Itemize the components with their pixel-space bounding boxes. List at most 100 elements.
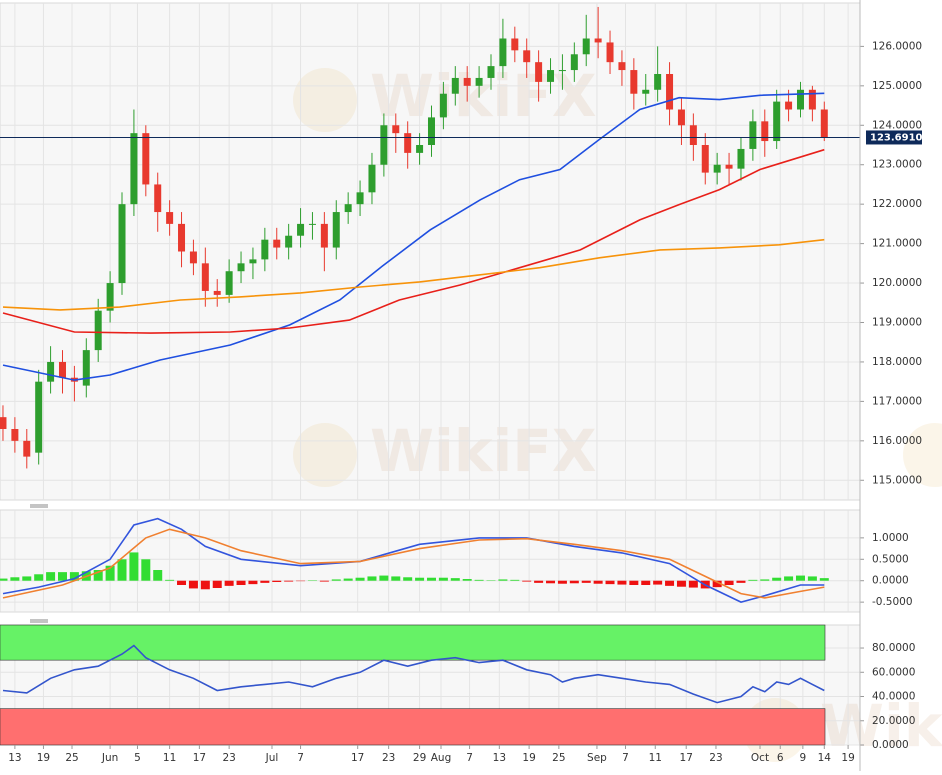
watermark-logo bbox=[293, 423, 357, 487]
candle-body bbox=[416, 145, 423, 153]
histogram-bar bbox=[320, 581, 329, 582]
candle-body bbox=[821, 110, 828, 138]
x-tick-label: 14 bbox=[818, 752, 832, 764]
histogram-bar bbox=[118, 559, 127, 580]
histogram-bar bbox=[808, 576, 817, 580]
histogram-bar bbox=[46, 572, 55, 581]
y-tick-label: -0.5000 bbox=[872, 596, 913, 608]
y-tick-label: 122.0000 bbox=[872, 198, 922, 210]
x-tick-label: 23 bbox=[382, 752, 395, 764]
histogram-bar bbox=[760, 579, 769, 580]
last-price-label: 123.6910 bbox=[870, 132, 923, 143]
histogram-bar bbox=[772, 578, 781, 581]
histogram-bar bbox=[451, 578, 460, 581]
x-tick-label: 6 bbox=[777, 752, 784, 764]
histogram-bar bbox=[582, 581, 591, 583]
candle-body bbox=[642, 90, 649, 94]
candle-body bbox=[249, 259, 256, 263]
y-tick-label: 117.0000 bbox=[872, 395, 922, 407]
y-tick-label: 115.0000 bbox=[872, 474, 922, 486]
candle-body bbox=[107, 283, 114, 311]
candle-body bbox=[142, 133, 149, 184]
histogram-bar bbox=[201, 581, 210, 590]
x-tick-label: 11 bbox=[649, 752, 662, 764]
candle-body bbox=[309, 224, 316, 225]
y-tick-label: 126.0000 bbox=[872, 40, 922, 52]
histogram-bar bbox=[153, 570, 162, 581]
histogram-bar bbox=[284, 581, 293, 582]
y-tick-label: 20.0000 bbox=[872, 715, 915, 727]
candle-body bbox=[166, 212, 173, 224]
histogram-bar bbox=[237, 581, 246, 585]
candle-body bbox=[785, 102, 792, 110]
x-tick-label: 17 bbox=[193, 752, 206, 764]
x-tick-label: 29 bbox=[413, 752, 426, 764]
histogram-bar bbox=[225, 581, 234, 586]
candle-body bbox=[618, 62, 625, 70]
y-tick-label: 121.0000 bbox=[872, 238, 922, 250]
candle-body bbox=[678, 110, 685, 126]
candle-body bbox=[297, 224, 304, 236]
candle-body bbox=[702, 145, 709, 173]
y-tick-label: 0.0000 bbox=[872, 739, 909, 751]
candle-body bbox=[440, 94, 447, 118]
candle-body bbox=[178, 224, 185, 252]
candle-body bbox=[583, 39, 590, 55]
histogram-bar bbox=[260, 581, 269, 583]
histogram-bar bbox=[391, 576, 400, 580]
candle-body bbox=[761, 121, 768, 141]
histogram-bar bbox=[570, 581, 579, 584]
candle-body bbox=[368, 165, 375, 193]
candle-body bbox=[488, 66, 495, 78]
x-tick-label: 9 bbox=[800, 752, 807, 764]
y-tick-label: 1.0000 bbox=[872, 532, 909, 544]
x-tick-label: 7 bbox=[466, 752, 473, 764]
x-tick-label: Sep bbox=[587, 752, 607, 764]
candle-body bbox=[559, 70, 566, 71]
candle-body bbox=[547, 70, 554, 82]
histogram-bar bbox=[344, 579, 353, 581]
candle-body bbox=[238, 263, 245, 271]
histogram-bar bbox=[332, 579, 341, 580]
x-tick-label: 19 bbox=[841, 752, 854, 764]
candle-body bbox=[47, 362, 54, 382]
x-tick-label: 19 bbox=[522, 752, 535, 764]
candle-body bbox=[95, 311, 102, 350]
histogram-bar bbox=[22, 576, 31, 580]
histogram-bar bbox=[427, 578, 436, 581]
y-tick-label: 125.0000 bbox=[872, 80, 922, 92]
watermark: WikiFX bbox=[370, 417, 597, 485]
histogram-bar bbox=[689, 581, 698, 588]
histogram-bar bbox=[34, 574, 43, 580]
candle-body bbox=[0, 417, 6, 429]
candle-body bbox=[214, 291, 221, 295]
histogram-bar bbox=[653, 581, 662, 585]
candle-body bbox=[154, 184, 161, 212]
histogram-bar bbox=[463, 579, 472, 581]
y-tick-label: 120.0000 bbox=[872, 277, 922, 289]
y-tick-label: 119.0000 bbox=[872, 317, 922, 329]
histogram-bar bbox=[748, 580, 757, 581]
histogram-bar bbox=[677, 581, 686, 587]
histogram-bar bbox=[0, 579, 7, 581]
histogram-bar bbox=[546, 581, 555, 584]
candle-body bbox=[511, 39, 518, 51]
histogram-bar bbox=[629, 581, 638, 585]
histogram-bar bbox=[796, 576, 805, 581]
candle-body bbox=[285, 236, 292, 248]
y-tick-label: 0.0000 bbox=[872, 575, 909, 587]
histogram-bar bbox=[665, 581, 674, 586]
candle-body bbox=[797, 90, 804, 110]
x-tick-label: Jul bbox=[265, 752, 279, 764]
histogram-bar bbox=[558, 581, 567, 584]
oversold-zone bbox=[0, 709, 825, 745]
histogram-bar bbox=[617, 581, 626, 585]
histogram-bar bbox=[641, 581, 650, 585]
candle-body bbox=[333, 212, 340, 248]
y-tick-label: 118.0000 bbox=[872, 356, 922, 368]
x-tick-label: 25 bbox=[552, 752, 565, 764]
candle-body bbox=[749, 121, 756, 149]
y-tick-label: 123.0000 bbox=[872, 159, 922, 171]
y-tick-label: 124.0000 bbox=[872, 119, 922, 131]
